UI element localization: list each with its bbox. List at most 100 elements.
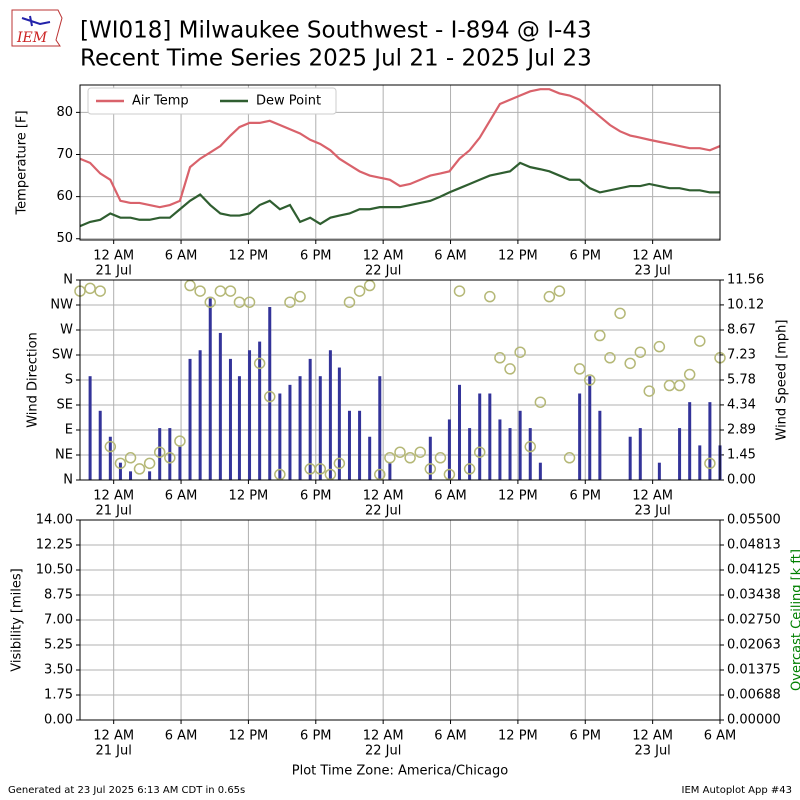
x-tick-label: 6 AM xyxy=(434,489,467,504)
footer: IEM Autoplot App #43 xyxy=(682,785,792,796)
point xyxy=(363,279,376,292)
point xyxy=(333,457,346,470)
y2-tick-label: 0.02063 xyxy=(727,638,781,653)
x-tick-date: 23 Jul xyxy=(634,504,670,519)
y-tick-label: 7.00 xyxy=(44,613,73,628)
y-tick-label: SE xyxy=(57,398,73,413)
bar xyxy=(528,428,532,480)
point xyxy=(594,329,606,342)
point xyxy=(584,374,596,386)
bar xyxy=(378,376,382,480)
bar xyxy=(108,436,112,480)
point xyxy=(124,452,137,464)
bar xyxy=(698,445,702,480)
x-tick-label: 6 PM xyxy=(300,489,331,504)
bar xyxy=(598,410,602,480)
y-tick-label: 60 xyxy=(56,189,73,204)
footer: Generated at 23 Jul 2025 6:13 AM CDT in … xyxy=(8,785,245,796)
point xyxy=(604,352,616,364)
y2-tick-label: 0.01375 xyxy=(727,663,781,678)
y2-tick-label: 7.23 xyxy=(727,347,756,362)
title: Recent Time Series 2025 Jul 21 - 2025 Ju… xyxy=(80,46,592,72)
bar xyxy=(578,393,582,480)
point xyxy=(524,440,536,453)
x-tick-label: 6 AM xyxy=(165,729,198,744)
y-axis-label: Temperature [F] xyxy=(15,110,30,215)
y-tick-label: 0.00 xyxy=(44,713,73,728)
x-tick-label: 12 PM xyxy=(498,249,538,264)
bar xyxy=(347,410,351,480)
point xyxy=(84,282,96,295)
point xyxy=(204,296,216,308)
point xyxy=(463,463,476,475)
bar xyxy=(638,428,642,480)
bar xyxy=(248,350,252,480)
legend: Air Temp Dew Point xyxy=(87,87,337,115)
point xyxy=(284,296,296,308)
point xyxy=(94,285,106,297)
x-tick-label: 6 AM xyxy=(434,729,467,744)
y-tick-label: SW xyxy=(52,348,73,363)
y2-tick-label: 10.12 xyxy=(727,297,764,312)
bar xyxy=(288,384,292,480)
point xyxy=(374,468,386,481)
y-tick-label: 3.50 xyxy=(44,663,73,678)
y-tick-label: 10.50 xyxy=(36,563,73,578)
bar xyxy=(468,428,472,480)
y2-tick-label: 0.00 xyxy=(727,473,756,488)
x-tick-label: 12 AM xyxy=(632,249,673,264)
bar xyxy=(188,358,192,480)
x-tick-date: 21 Jul xyxy=(96,504,132,519)
x-tick-label: 6 AM xyxy=(434,249,467,264)
bar xyxy=(308,358,312,480)
x-tick-date: 23 Jul xyxy=(634,264,670,279)
x-tick-label: 6 AM xyxy=(165,489,198,504)
point xyxy=(614,307,626,320)
bar xyxy=(538,462,542,480)
bar xyxy=(158,428,162,480)
x-tick-label: 12 AM xyxy=(632,729,673,744)
x-axis-label: Plot Time Zone: America/Chicago xyxy=(292,764,508,779)
y-axis-label: Wind Direction xyxy=(26,332,41,428)
bar xyxy=(428,436,432,480)
bar xyxy=(518,410,522,480)
point xyxy=(104,440,117,453)
x-tick-label: 12 PM xyxy=(229,249,269,264)
bar xyxy=(337,367,341,480)
bar xyxy=(447,419,451,480)
y-tick-label: W xyxy=(60,323,73,338)
point xyxy=(563,452,576,464)
point xyxy=(453,285,466,297)
point xyxy=(404,452,416,464)
x-tick-date: 22 Jul xyxy=(365,264,401,279)
x-tick-label: 12 AM xyxy=(632,489,673,504)
y-tick-label: S xyxy=(65,373,73,388)
point xyxy=(164,452,176,464)
bar xyxy=(708,402,712,480)
bar xyxy=(508,428,512,480)
point xyxy=(194,285,206,297)
y-tick-label: 5.25 xyxy=(44,638,73,653)
bar xyxy=(168,428,172,480)
point xyxy=(174,435,186,447)
bar xyxy=(688,402,692,480)
y-tick-label: 50 xyxy=(56,231,73,246)
bar xyxy=(318,376,322,480)
y2-tick-label: 0.03438 xyxy=(727,588,781,603)
point xyxy=(553,285,566,297)
bar xyxy=(388,462,392,480)
line xyxy=(79,161,720,228)
title: [WI018] Milwaukee Southwest - I-894 @ I-… xyxy=(80,18,592,44)
point xyxy=(673,379,686,392)
point xyxy=(314,463,327,475)
y2-tick-label: 0.00000 xyxy=(727,713,781,728)
point xyxy=(353,285,366,297)
logo-outline xyxy=(11,9,63,47)
x-tick-label: 6 AM xyxy=(704,729,737,744)
bar xyxy=(118,462,122,480)
logo-text: IEM xyxy=(16,30,48,46)
y2-tick-label: 0.04813 xyxy=(727,538,781,553)
x-tick-label: 6 PM xyxy=(300,249,331,264)
y-tick-label: 8.75 xyxy=(44,588,73,603)
point xyxy=(484,290,496,303)
